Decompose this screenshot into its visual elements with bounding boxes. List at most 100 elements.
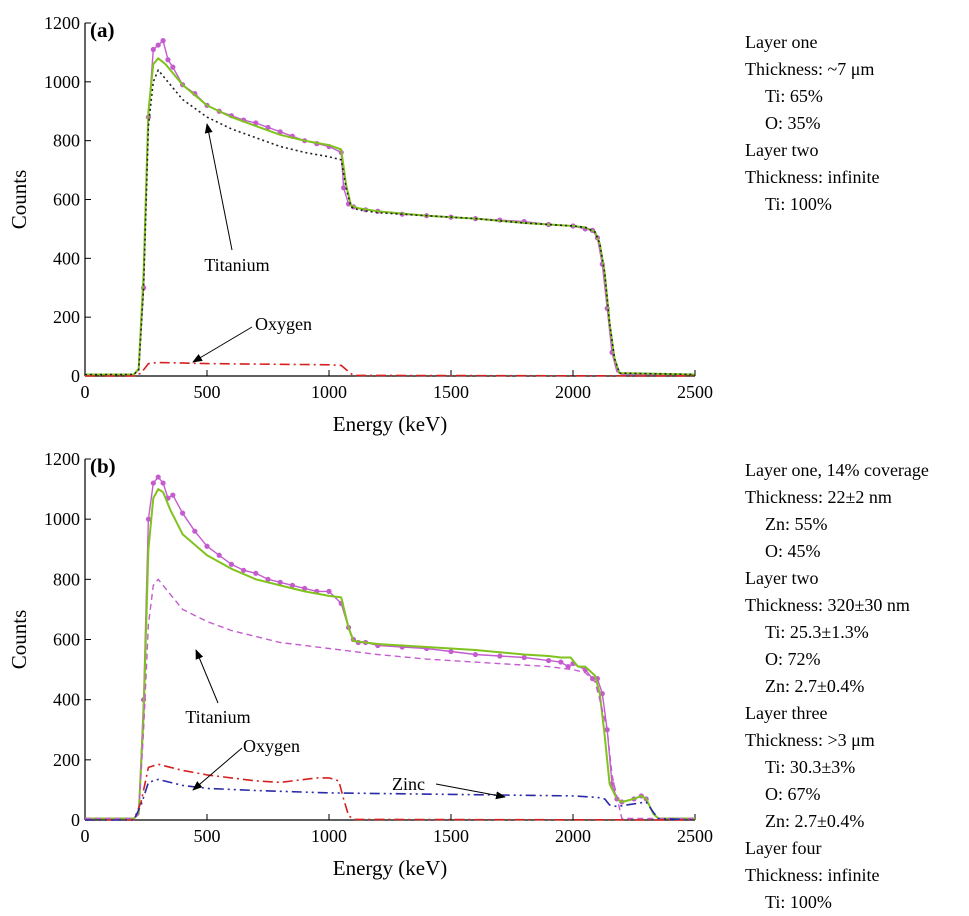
annotation-titanium: Titanium [204,255,269,275]
y-tick-label: 200 [53,750,80,770]
layer-info-line: Thickness: infinite [745,865,880,885]
layer-info-line: Thickness: 22±2 nm [745,487,892,507]
data-point [150,480,156,486]
layer-info-line: Layer two [745,140,819,160]
y-tick-label: 1200 [44,13,80,33]
data-point [599,691,605,697]
data-point [472,651,478,658]
x-axis-label: Energy (keV) [333,412,448,436]
layer-info-line: Thickness: ~7 μm [745,59,875,79]
layer-info-panel-b: Layer one, 14% coverage Thickness: 22±2 n… [745,457,929,916]
y-tick-label: 0 [71,810,80,830]
series-fit [85,488,695,820]
layer-info-line: Thickness: >3 μm [745,730,875,750]
layer-info-line: Layer three [745,703,828,723]
layer-info-line: Ti: 25.3±1.3% [765,622,869,642]
layer-info-line: Layer four [745,838,822,858]
layer-info-line: Ti: 100% [765,194,832,214]
data-point [302,585,308,591]
layer-info-line: Layer one [745,32,818,52]
data-point [289,582,295,588]
data-point [448,648,454,655]
y-tick-label: 1200 [44,449,80,469]
data-point [277,579,283,585]
y-tick-label: 600 [53,630,80,650]
x-tick-label: 1500 [433,382,469,402]
x-axis-label: Energy (keV) [333,856,448,880]
y-tick-label: 600 [53,190,80,210]
layer-info-panel-a: Layer one Thickness: ~7 μm Ti: 65% O: 35% La… [745,29,879,218]
y-axis-label: Counts [7,170,31,230]
data-point [241,567,247,573]
layer-info-line: Ti: 100% [765,892,832,912]
data-point [145,516,152,522]
layer-info-line: O: 45% [765,541,821,561]
data-point [155,474,161,480]
layer-info-line: Thickness: infinite [745,167,880,187]
annotation-zinc: Zinc [392,774,425,794]
layer-info-line: O: 72% [765,649,821,669]
data-point [170,64,176,70]
layer-info-line: Ti: 65% [765,86,823,106]
data-point [497,653,503,659]
data-point [277,129,283,135]
data-point [565,663,571,670]
series-fit [85,57,696,376]
annotation-arrow [435,783,506,800]
series-measured [85,476,695,820]
series-titanium_a [85,69,696,376]
y-tick-label: 0 [71,366,80,386]
x-tick-label: 1000 [311,826,347,846]
y-tick-label: 800 [53,569,80,589]
x-tick-label: 500 [194,826,221,846]
data-point [546,657,552,664]
data-point [558,659,564,665]
y-tick-label: 400 [53,248,80,268]
x-tick-label: 0 [81,382,90,402]
y-tick-label: 800 [53,131,80,151]
series-titanium_b [85,578,695,820]
data-point [265,576,271,582]
x-tick-label: 2500 [677,382,713,402]
chart-panel-b: 0 500 1000 1500 2000 2500 0 200 400 600 800 1000 120… [7,449,713,880]
layer-info-line: Layer one, 14% coverage [745,460,929,480]
y-tick-label: 1000 [44,509,80,529]
chart-panel-a: 0 500 1000 1500 2000 2500 0 200 400 600 800 1000 120… [7,13,713,436]
y-tick-label: 200 [53,307,80,327]
data-point [521,654,527,661]
layer-info-line: Zn: 2.7±0.4% [765,811,865,831]
annotation-oxygen: Oxygen [243,736,300,756]
series-zinc [85,778,696,821]
panel-label: (a) [90,18,115,42]
data-point [155,42,161,48]
panel-label: (b) [90,454,116,478]
data-point [170,492,176,498]
series-oxygen [85,763,696,821]
annotation-arrow [192,326,253,363]
x-tick-label: 2000 [555,826,591,846]
annotation-titanium: Titanium [185,707,250,727]
data-point [253,570,259,576]
y-tick-label: 400 [53,690,80,710]
data-point [204,543,210,549]
layer-info-line: O: 35% [765,113,821,133]
x-tick-label: 2500 [677,826,713,846]
x-tick-label: 500 [194,382,221,402]
layer-info-line: O: 67% [765,784,821,804]
x-tick-label: 1000 [311,382,347,402]
data-point [216,552,222,558]
annotation-arrow [195,649,219,704]
data-point [180,510,186,516]
data-point [165,57,171,63]
x-tick-label: 2000 [555,382,591,402]
data-point [150,46,156,53]
data-point [326,588,332,594]
series-oxygen [85,361,696,377]
x-tick-label: 0 [81,826,90,846]
data-point [228,561,234,567]
y-tick-label: 1000 [44,72,80,92]
layer-info-line: Ti: 30.3±3% [765,757,856,777]
data-point [253,120,259,126]
data-point [192,528,198,534]
